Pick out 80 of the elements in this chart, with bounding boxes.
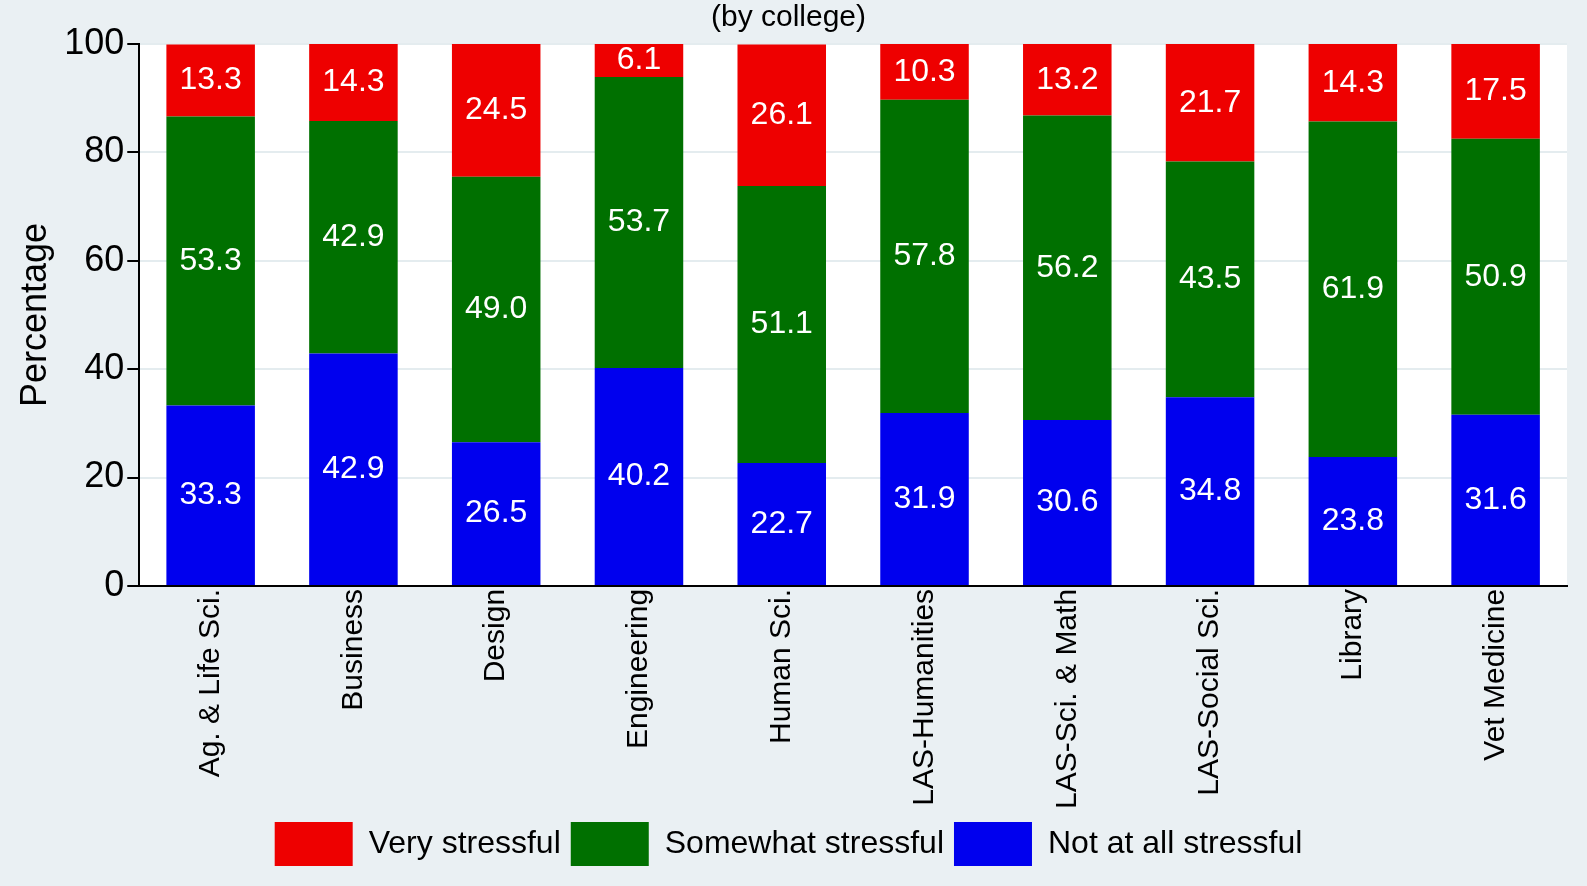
legend-label: Somewhat stressful [664, 823, 944, 860]
bar [166, 405, 255, 585]
data-label: 26.1 [750, 95, 813, 132]
data-label: 14.3 [1321, 62, 1384, 99]
y-tick-label: 60 [84, 237, 125, 279]
bar [1023, 44, 1112, 116]
x-tick-label: LAS-Sci. & Math [1048, 588, 1082, 809]
bar [166, 116, 255, 406]
data-label: 40.2 [607, 456, 671, 493]
bar [1308, 456, 1398, 585]
y-tick-label: 40 [84, 346, 125, 388]
data-label: 49.0 [465, 289, 528, 326]
data-label: 17.5 [1464, 71, 1527, 108]
y-tick-label: 100 [64, 20, 125, 62]
data-label: 21.7 [1178, 82, 1242, 119]
data-label: 14.3 [322, 62, 385, 99]
bar [1165, 161, 1255, 398]
bar [737, 462, 827, 585]
data-label: 43.5 [1178, 259, 1242, 296]
data-label: 31.9 [893, 478, 956, 515]
data-label: 24.5 [465, 90, 528, 127]
data-label: 6.1 [616, 40, 662, 77]
x-tick-label: Library [1334, 588, 1368, 681]
data-label: 30.6 [1036, 482, 1099, 519]
x-tick-label: LAS-Humanities [905, 588, 939, 806]
bar [1165, 397, 1255, 585]
data-label: 53.3 [179, 240, 242, 277]
x-tick-label: Engineering [620, 588, 654, 750]
data-label: 53.7 [607, 202, 671, 239]
bar [880, 413, 969, 585]
data-label: 26.5 [465, 493, 528, 530]
x-tick-label: Business [334, 588, 368, 711]
x-tick-label: Human Sci. [763, 588, 797, 744]
bar [309, 120, 398, 354]
data-label: 56.2 [1036, 247, 1099, 284]
bar [309, 353, 398, 585]
data-label: 23.8 [1321, 500, 1384, 537]
bar [309, 44, 398, 121]
bar [1308, 44, 1398, 122]
bar [451, 176, 541, 443]
bar [594, 77, 684, 369]
bar [880, 44, 969, 100]
y-tick-label: 80 [84, 129, 125, 171]
data-label: 50.9 [1464, 256, 1527, 293]
bar [451, 44, 541, 177]
data-label: 57.8 [893, 236, 956, 273]
bar [1451, 138, 1540, 415]
y-tick-label: 0 [104, 562, 125, 604]
legend-label: Very stressful [368, 823, 561, 860]
data-label: 42.9 [322, 449, 385, 486]
x-tick-label: LAS-Social Sci. [1191, 588, 1225, 796]
data-label: 33.3 [179, 475, 242, 512]
bar [166, 44, 255, 117]
bar [1451, 414, 1540, 585]
data-label: 13.3 [179, 60, 242, 97]
bar [594, 368, 684, 585]
data-label: 42.9 [322, 217, 385, 254]
x-tick-label: Design [477, 588, 511, 683]
data-label: 51.1 [750, 304, 813, 341]
data-label: 10.3 [893, 51, 956, 88]
bar [1308, 121, 1398, 457]
bar [1451, 44, 1540, 139]
bar [1165, 44, 1255, 162]
bar [1023, 420, 1112, 585]
bar [737, 44, 827, 186]
bar [1023, 115, 1112, 421]
x-tick-label: Vet Medicine [1476, 588, 1510, 761]
data-label: 61.9 [1321, 269, 1384, 306]
data-label: 13.2 [1036, 59, 1099, 96]
bar [737, 185, 827, 463]
bar [451, 442, 541, 585]
y-tick-label: 20 [84, 454, 125, 496]
data-label: 22.7 [750, 503, 813, 540]
y-axis-title: Percentage [12, 222, 54, 408]
data-label: 31.6 [1464, 479, 1527, 516]
x-tick-label: Ag. & Life Sci. [191, 588, 225, 778]
chart-title: (by college) [710, 0, 867, 33]
legend-label: Not at all stressful [1047, 823, 1303, 860]
bar [880, 99, 969, 414]
data-label: 34.8 [1178, 470, 1242, 507]
